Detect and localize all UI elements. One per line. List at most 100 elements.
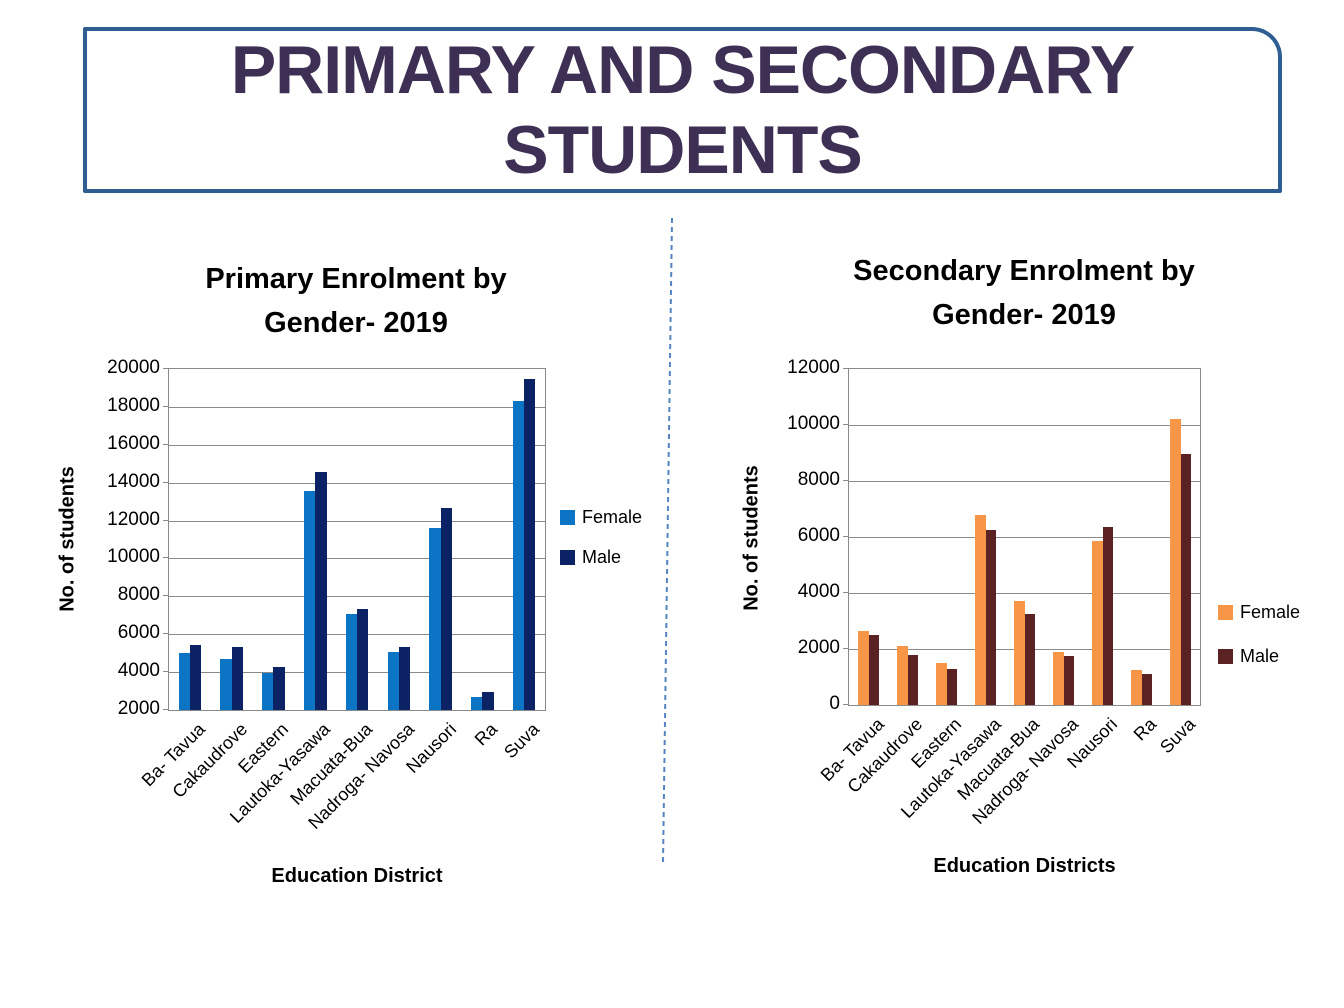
male-bar-nausori — [440, 508, 452, 710]
bar-group-ba-tavua — [169, 369, 211, 710]
x-category-label-suva: Suva — [1156, 714, 1200, 758]
bar-group-nadroga-navosa — [1044, 369, 1083, 705]
bar-group-lautoka-yasawa — [294, 369, 336, 710]
y-tick-mark — [163, 405, 168, 407]
female-bar-ba-tavua — [178, 653, 190, 710]
plot-area — [848, 368, 1201, 706]
y-tick-label: 16000 — [107, 432, 160, 454]
chart-title-line2: Gender- 2019 — [932, 299, 1116, 331]
y-tick-label: 12000 — [787, 357, 840, 378]
male-bar-suva — [1180, 454, 1192, 705]
bar-group-ra — [461, 369, 503, 710]
y-tick-label: 4000 — [797, 581, 840, 602]
female-bar-lautoka-yasawa — [974, 514, 986, 705]
y-tick-label: 14000 — [107, 470, 160, 492]
female-bar-ra — [471, 696, 483, 710]
legend-label-male: Male — [1240, 646, 1280, 666]
legend: Female Male — [1218, 603, 1300, 665]
gridline — [169, 444, 545, 446]
male-bar-ra — [1141, 674, 1153, 705]
bar-group-nadroga-navosa — [378, 369, 420, 710]
legend-item-female: Female — [560, 508, 642, 526]
gridline — [849, 481, 1200, 482]
y-tick-label: 6000 — [117, 622, 160, 644]
x-axis-title: Education District — [271, 865, 443, 887]
y-tick-label: 10000 — [107, 546, 160, 568]
y-tick-mark — [163, 557, 168, 559]
bars-layer — [849, 369, 1200, 705]
female-bar-cakaudrove — [220, 658, 232, 710]
y-tick-mark — [163, 709, 168, 710]
male-series-swatch-icon — [1218, 648, 1233, 664]
bar-group-eastern — [253, 369, 295, 710]
y-tick-mark — [843, 704, 848, 705]
y-tick-mark — [163, 519, 168, 521]
y-tick-label: 8000 — [797, 469, 840, 490]
female-bar-ba-tavua — [857, 630, 869, 705]
male-bar-macuata-bua — [357, 608, 369, 710]
main-title-box: PRIMARY AND SECONDARY STUDENTS — [83, 27, 1282, 193]
female-bar-nausori — [429, 528, 441, 710]
chart-title: Primary Enrolment by Gender- 2019 — [146, 257, 566, 345]
y-tick-mark — [843, 368, 848, 369]
y-tick-mark — [163, 633, 168, 635]
chart-title: Secondary Enrolment by Gender- 2019 — [814, 249, 1234, 337]
legend-item-male: Male — [560, 548, 642, 566]
y-tick-label: 12000 — [107, 508, 160, 530]
male-bar-macuata-bua — [1024, 614, 1036, 705]
bar-group-suva — [503, 369, 545, 710]
female-bar-macuata-bua — [345, 614, 358, 710]
y-tick-mark — [843, 648, 848, 649]
male-bar-suva — [524, 379, 536, 710]
main-title-line1: PRIMARY AND SECONDARY — [230, 32, 1135, 108]
y-tick-label: 0 — [829, 693, 840, 714]
female-bar-macuata-bua — [1013, 601, 1025, 705]
male-bar-cakaudrove — [231, 647, 243, 710]
bar-group-nausori — [1083, 369, 1122, 705]
legend-item-male: Male — [1218, 647, 1300, 665]
female-bar-ra — [1130, 670, 1142, 705]
male-bar-nausori — [1102, 527, 1114, 705]
legend: Female Male — [560, 508, 642, 566]
bar-group-lautoka-yasawa — [966, 369, 1005, 705]
female-bar-lautoka-yasawa — [303, 491, 316, 710]
y-tick-mark — [163, 595, 168, 597]
male-bar-ba-tavua — [189, 644, 202, 710]
bar-group-eastern — [927, 369, 966, 705]
y-tick-label: 10000 — [787, 413, 840, 434]
y-tick-mark — [163, 481, 168, 483]
gridline — [169, 596, 545, 598]
x-category-label-ra: Ra — [471, 719, 502, 750]
y-axis-title: No. of students — [740, 465, 763, 611]
gridline — [169, 406, 545, 408]
bar-group-ba-tavua — [849, 369, 888, 705]
y-tick-mark — [163, 671, 168, 673]
y-tick-mark — [843, 536, 848, 537]
female-bar-suva — [512, 401, 525, 710]
y-tick-label: 6000 — [797, 525, 840, 546]
gridline — [169, 520, 545, 522]
female-bar-cakaudrove — [896, 646, 908, 705]
female-bar-suva — [1169, 419, 1181, 705]
gridline — [849, 537, 1200, 538]
male-bar-eastern — [946, 668, 958, 705]
y-tick-label: 4000 — [117, 660, 160, 682]
y-tick-label: 20000 — [107, 357, 160, 378]
main-title-line2: STUDENTS — [503, 112, 862, 188]
secondary-enrolment-chart: Secondary Enrolment by Gender- 2019 No. … — [700, 245, 1344, 935]
gridline — [169, 558, 545, 560]
female-series-swatch-icon — [560, 509, 575, 525]
male-bar-cakaudrove — [907, 654, 919, 705]
y-axis-title: No. of students — [56, 466, 79, 612]
gridline — [169, 482, 545, 484]
legend-label-male: Male — [582, 547, 622, 567]
y-tick-mark — [843, 592, 848, 593]
female-bar-nausori — [1091, 541, 1103, 705]
y-tick-mark — [163, 368, 168, 369]
plot-area — [168, 368, 546, 711]
male-bar-nadroga-navosa — [1063, 656, 1075, 705]
male-bar-eastern — [273, 667, 285, 710]
legend-item-female: Female — [1218, 603, 1300, 621]
male-bar-ra — [482, 692, 494, 710]
